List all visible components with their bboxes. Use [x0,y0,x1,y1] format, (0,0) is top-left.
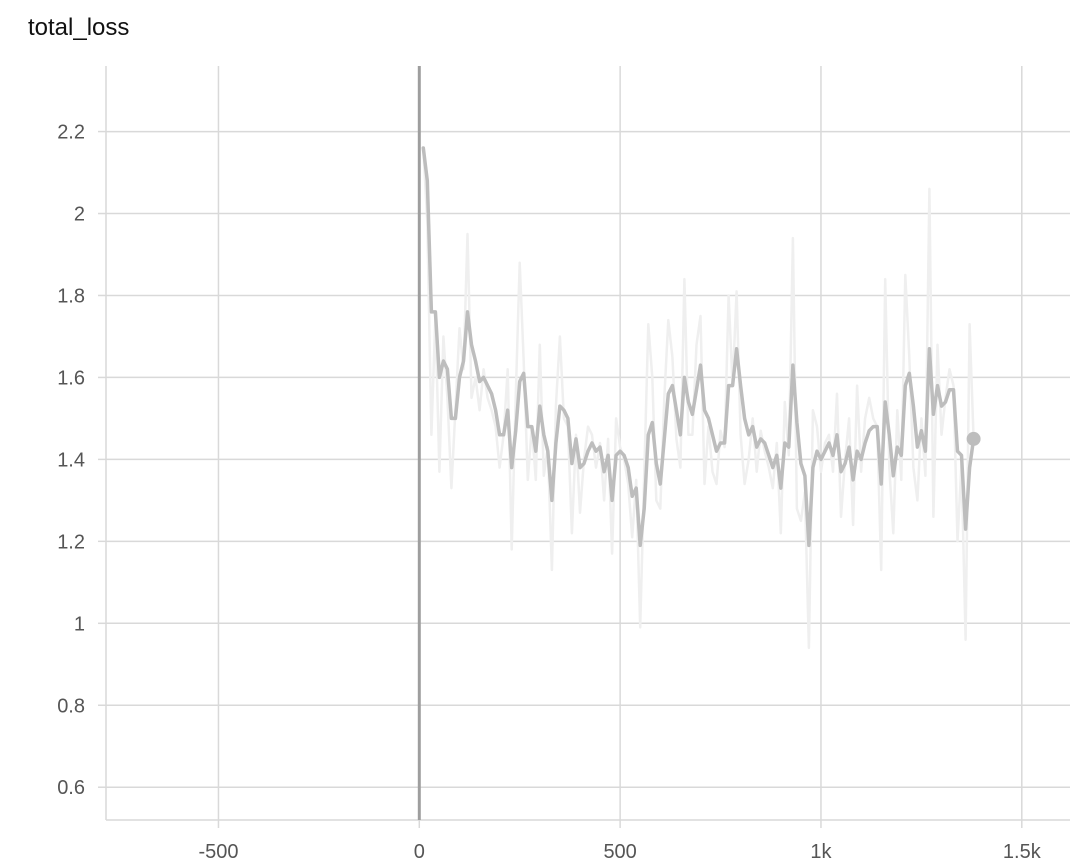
y-tick-label: 0.6 [57,777,85,799]
y-tick-label: 1 [74,613,85,635]
grid [98,66,1070,828]
y-tick-label: 2 [74,204,85,226]
smoothed-loss-line [421,146,976,548]
x-tick-label: -500 [198,841,238,863]
last-point-marker[interactable] [966,431,981,446]
y-tick-label: 1.4 [57,449,85,471]
x-tick-label: 0 [414,841,425,863]
series-layer [421,146,976,650]
y-tick-label: 1.8 [57,285,85,307]
y-tick-label: 1.2 [57,531,85,553]
y-tick-label: 1.6 [57,367,85,389]
y-tick-label: 2.2 [57,122,85,144]
x-tick-label: 500 [603,841,636,863]
chart-title: total_loss [28,14,130,41]
raw-loss-line [422,146,975,650]
x-tick-label: 1.5k [1003,841,1042,863]
tick-labels: 0.6 0.8 1 1.2 1.4 1.6 1.8 2 2.2 -500 0 500 1k 1.5k [57,122,1042,863]
marker-layer [966,431,981,446]
y-tick-label: 0.8 [57,695,85,717]
x-tick-label: 1k [810,841,832,863]
